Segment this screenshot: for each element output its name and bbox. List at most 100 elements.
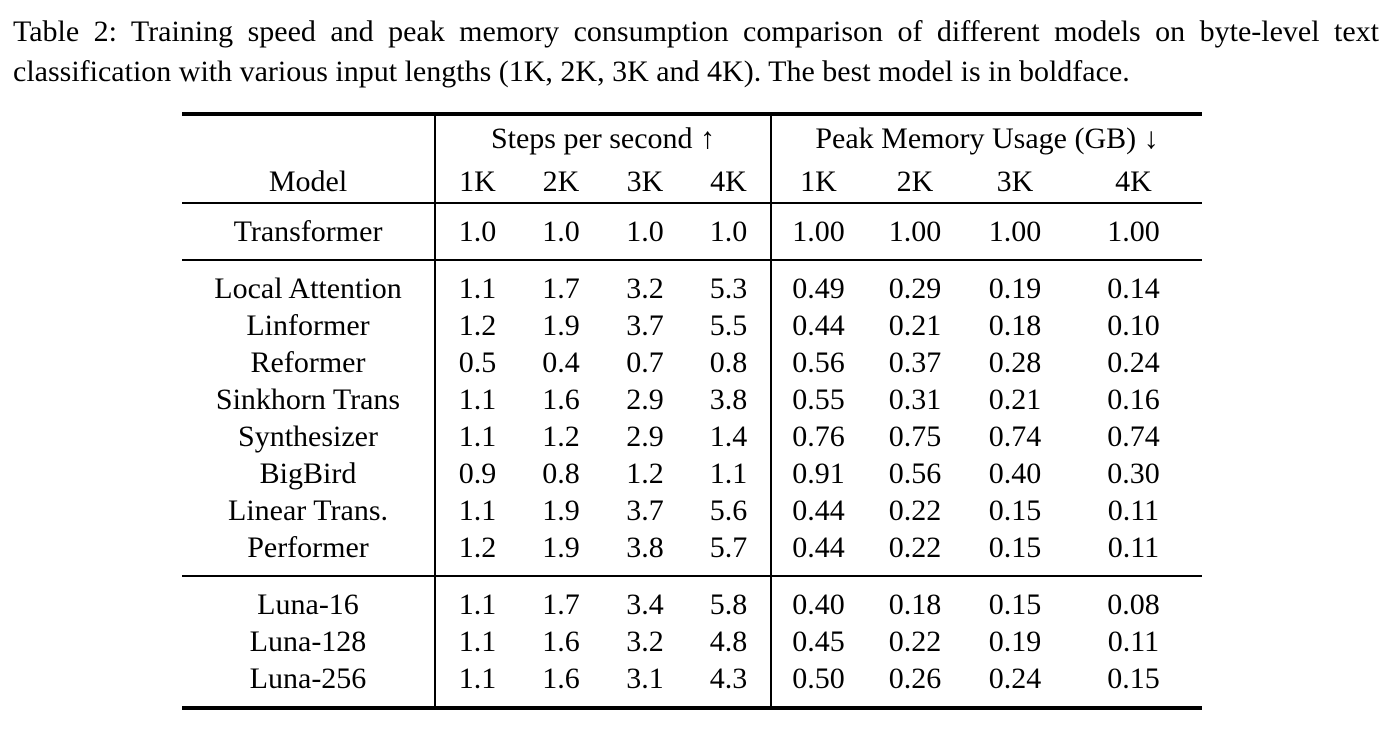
table-section-luna: Luna-16 1.1 1.7 3.4 5.8 0.40 0.18 0.15 0.08 Luna-… bbox=[182, 576, 1202, 708]
value-cell: 0.91 bbox=[770, 455, 865, 492]
value-cell: 0.8 bbox=[542, 457, 580, 490]
value-cell: 3.2 bbox=[626, 625, 664, 658]
value-cell: 0.45 bbox=[770, 623, 865, 660]
value-cell: 1.0 bbox=[434, 203, 519, 260]
value-cell: 0.11 bbox=[1107, 625, 1160, 658]
value-cell: 3.7 bbox=[626, 494, 664, 527]
value-cell: 1.1 bbox=[434, 576, 519, 623]
col-header-steps-3k: 3K bbox=[626, 165, 664, 198]
value-cell: 0.22 bbox=[888, 531, 942, 564]
value-cell: 1.1 bbox=[709, 457, 748, 490]
value-cell: 0.44 bbox=[770, 307, 865, 344]
value-cell: 5.6 bbox=[709, 494, 748, 527]
value-cell: 0.40 bbox=[770, 576, 865, 623]
value-cell: 1.6 bbox=[542, 383, 580, 416]
value-cell: 4.3 bbox=[709, 662, 748, 695]
value-cell: 0.74 bbox=[1107, 420, 1160, 453]
value-cell: 1.9 bbox=[542, 494, 580, 527]
model-name: Linear Trans. bbox=[228, 494, 388, 527]
value-cell: 0.56 bbox=[770, 344, 865, 381]
value-cell: 1.1 bbox=[434, 260, 519, 307]
value-cell: 2.9 bbox=[626, 420, 664, 453]
value-cell: 0.18 bbox=[888, 588, 942, 621]
value-cell: 1.2 bbox=[542, 420, 580, 453]
value-cell: 0.44 bbox=[770, 492, 865, 529]
col-header-memory-1k: 1K bbox=[770, 162, 865, 203]
value-cell: 0.28 bbox=[988, 346, 1042, 379]
value-cell: 1.2 bbox=[626, 457, 664, 490]
value-cell: 0.76 bbox=[770, 418, 865, 455]
value-cell: 0.29 bbox=[888, 272, 942, 305]
value-cell: 3.8 bbox=[709, 383, 748, 416]
group-header-spacer bbox=[182, 114, 435, 162]
value-cell: 0.49 bbox=[770, 260, 865, 307]
value-cell: 0.50 bbox=[770, 660, 865, 708]
value-cell: 0.15 bbox=[1107, 662, 1160, 695]
value-cell: 0.40 bbox=[988, 457, 1042, 490]
value-cell: 0.44 bbox=[770, 529, 865, 576]
value-cell: 1.7 bbox=[542, 272, 580, 305]
value-cell: 0.19 bbox=[988, 625, 1042, 658]
col-header-steps-1k: 1K bbox=[434, 162, 519, 203]
value-cell: 0.21 bbox=[888, 309, 942, 342]
model-name: Transformer bbox=[233, 215, 383, 248]
table-caption: Table 2: Training speed and peak memory … bbox=[13, 15, 1379, 88]
value-cell: 5.5 bbox=[709, 309, 748, 342]
table-row: Sinkhorn Trans 1.1 1.6 2.9 3.8 0.55 0.31 0.21 0.… bbox=[182, 381, 1202, 418]
model-name: Synthesizer bbox=[238, 420, 378, 453]
value-cell: 1.2 bbox=[434, 529, 519, 576]
table-row: Local Attention 1.1 1.7 3.2 5.3 0.49 0.29 0.19 0… bbox=[182, 260, 1202, 307]
table-header: Steps per second ↑ Peak Memory Usage (GB… bbox=[182, 114, 1202, 203]
value-cell: 1.7 bbox=[542, 588, 580, 621]
value-cell: 1.6 bbox=[542, 662, 580, 695]
table-row: Reformer 0.5 0.4 0.7 0.8 0.56 0.37 0.28 0.24 bbox=[182, 344, 1202, 381]
value-cell: 0.24 bbox=[1107, 346, 1160, 379]
value-cell: 0.26 bbox=[888, 662, 942, 695]
value-cell: 0.15 bbox=[988, 588, 1042, 621]
value-cell: 0.37 bbox=[888, 346, 942, 379]
model-name: Linformer bbox=[246, 309, 370, 342]
value-cell: 5.3 bbox=[709, 272, 748, 305]
value-cell: 0.15 bbox=[988, 531, 1042, 564]
table-row: Luna-16 1.1 1.7 3.4 5.8 0.40 0.18 0.15 0.08 bbox=[182, 576, 1202, 623]
value-cell: 1.00 bbox=[988, 215, 1042, 248]
value-cell: 1.4 bbox=[709, 420, 748, 453]
value-cell: 0.5 bbox=[434, 344, 519, 381]
table-row: Luna-128 1.1 1.6 3.2 4.8 0.45 0.22 0.19 0.11 bbox=[182, 623, 1202, 660]
value-cell: 0.16 bbox=[1107, 383, 1160, 416]
value-cell: 1.1 bbox=[434, 660, 519, 708]
value-cell: 2.9 bbox=[626, 383, 664, 416]
table-section-baseline: Transformer 1.0 1.0 1.0 1.0 1.00 1.00 1.00 1.00 bbox=[182, 203, 1202, 260]
model-name: Reformer bbox=[250, 346, 366, 379]
model-name: BigBird bbox=[259, 457, 357, 490]
value-cell: 1.00 bbox=[1107, 215, 1160, 248]
value-cell: 3.2 bbox=[626, 272, 664, 305]
model-name: Performer bbox=[247, 531, 369, 564]
value-cell: 1.1 bbox=[434, 418, 519, 455]
value-cell: 0.55 bbox=[770, 381, 865, 418]
value-cell: 5.7 bbox=[709, 531, 748, 564]
value-cell: 0.74 bbox=[988, 420, 1042, 453]
model-name: Sinkhorn Trans bbox=[215, 383, 401, 416]
value-cell: 1.1 bbox=[434, 492, 519, 529]
table-row: Performer 1.2 1.9 3.8 5.7 0.44 0.22 0.15 0.11 bbox=[182, 529, 1202, 576]
value-cell: 3.8 bbox=[626, 531, 664, 564]
value-cell: 0.30 bbox=[1107, 457, 1160, 490]
value-cell: 0.18 bbox=[988, 309, 1042, 342]
value-cell: 0.21 bbox=[988, 383, 1042, 416]
value-cell: 1.00 bbox=[770, 203, 865, 260]
table-row: Synthesizer 1.1 1.2 2.9 1.4 0.76 0.75 0.74 0.74 bbox=[182, 418, 1202, 455]
value-cell: 1.00 bbox=[888, 215, 942, 248]
value-cell: 0.4 bbox=[542, 346, 580, 379]
value-cell: 0.19 bbox=[988, 272, 1042, 305]
col-header-steps-4k: 4K bbox=[710, 165, 747, 198]
value-cell: 1.6 bbox=[542, 625, 580, 658]
model-name: Luna-128 bbox=[249, 625, 367, 658]
table-row: Luna-256 1.1 1.6 3.1 4.3 0.50 0.26 0.24 0.15 bbox=[182, 660, 1202, 708]
value-cell: 1.9 bbox=[542, 531, 580, 564]
col-header-memory-2k: 2K bbox=[896, 165, 934, 198]
value-cell: 0.56 bbox=[888, 457, 942, 490]
value-cell: 0.9 bbox=[434, 455, 519, 492]
value-cell: 3.1 bbox=[626, 662, 664, 695]
